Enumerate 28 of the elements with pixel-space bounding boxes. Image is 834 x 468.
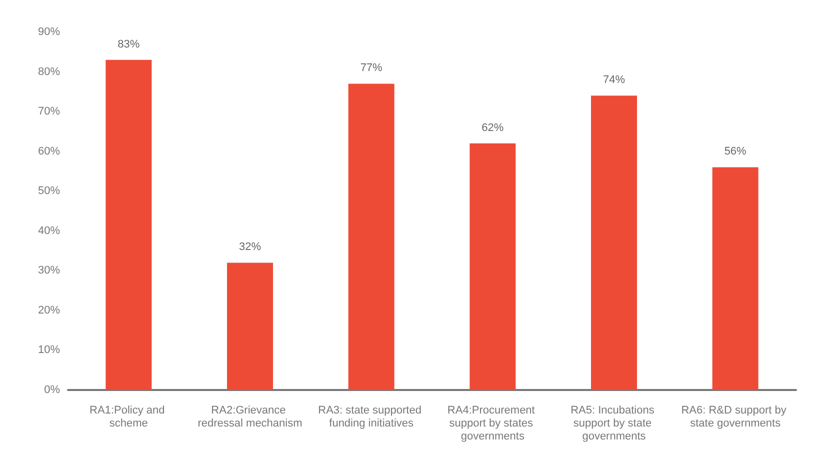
y-tick-label: 90% [38,26,60,38]
data-label: 74% [602,74,626,86]
y-tick-label: 10% [38,344,60,356]
data-label: 77% [360,62,383,74]
bar [470,143,516,390]
x-tick-label: RA4:Procurement support by states governments [447,404,538,442]
x-tick-label: RA5: Incubations support by state governments [570,404,658,442]
y-tick-label: 40% [38,224,60,237]
bar [227,262,273,390]
data-label: 62% [482,122,504,134]
x-tick-label: RA2:Grievance redressal mechanism [198,404,302,430]
x-tick-label: RA3: state supported funding initiatives [318,404,425,430]
bar [106,60,152,390]
y-tick-label: 0% [44,384,60,396]
bar [712,167,758,390]
y-tick-label: 80% [38,66,60,78]
data-label: 32% [238,241,262,254]
y-tick-label: 70% [38,106,60,118]
y-tick-label: 60% [38,145,60,158]
y-tick-label: 50% [38,185,60,198]
bar [591,96,637,390]
y-tick-label: 30% [38,264,60,277]
x-tick-label: RA6: R&D support by state governments [681,404,790,430]
x-tick-label: RA1:Policy and scheme [90,404,168,430]
data-label: 83% [118,38,140,50]
data-label: 56% [724,146,747,158]
bar [348,84,394,390]
y-tick-label: 20% [38,304,60,316]
